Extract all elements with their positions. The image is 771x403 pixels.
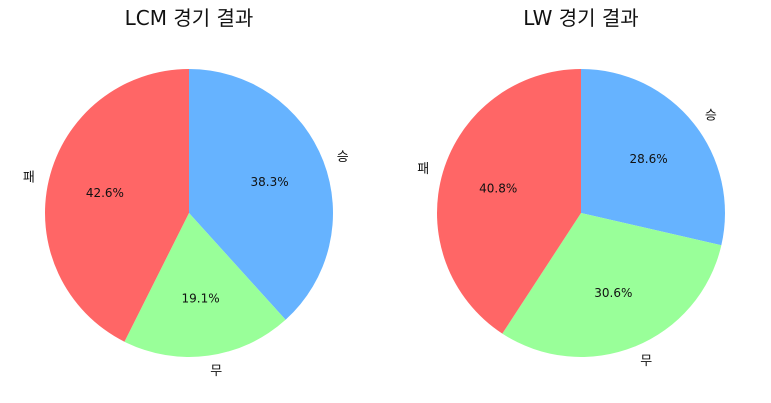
slice-category-label: 패 bbox=[23, 171, 35, 186]
slice-category-label: 무 bbox=[210, 364, 222, 379]
pie-chart-lcm: LCM 경기 결과 38.3% 승 19.1% 무 42.6% 패 bbox=[23, 6, 349, 379]
slice-percent-label: 19.1% bbox=[182, 292, 220, 306]
pie-slice bbox=[124, 213, 286, 357]
chart-title: LW 경기 결과 bbox=[523, 6, 638, 30]
pie-slice bbox=[502, 213, 722, 357]
slice-percent-label: 38.3% bbox=[251, 175, 289, 189]
slice-percent-label: 40.8% bbox=[479, 181, 517, 195]
chart-title: LCM 경기 결과 bbox=[125, 6, 254, 30]
slice-category-label: 승 bbox=[705, 108, 717, 123]
pie-slice bbox=[581, 69, 725, 246]
pie-slice bbox=[45, 69, 190, 342]
slice-percent-label: 30.6% bbox=[594, 286, 632, 300]
slice-category-label: 무 bbox=[640, 354, 652, 369]
pie-slice bbox=[189, 69, 334, 320]
slice-percent-label: 28.6% bbox=[630, 152, 668, 166]
pie-chart-lw: LW 경기 결과 28.6% 승 30.6% 무 40.8% 패 bbox=[417, 6, 725, 369]
slice-percent-label: 42.6% bbox=[86, 186, 124, 200]
pie-slice bbox=[437, 69, 581, 334]
slice-category-label: 승 bbox=[337, 150, 349, 165]
slice-category-label: 패 bbox=[417, 162, 429, 177]
